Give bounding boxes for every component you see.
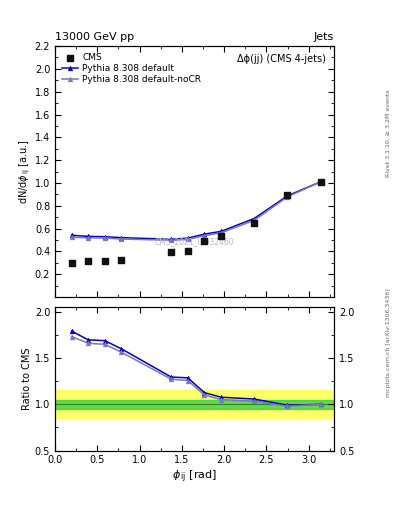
CMS — [185, 247, 191, 255]
Pythia 8.308 default-noCR — [69, 234, 74, 241]
Pythia 8.308 default — [169, 236, 174, 242]
Pythia 8.308 default-noCR — [202, 232, 207, 239]
Text: Jets: Jets — [314, 32, 334, 42]
Text: mcplots.cern.ch [arXiv:1306.3436]: mcplots.cern.ch [arXiv:1306.3436] — [386, 289, 391, 397]
Text: CMS_2021_I1932460: CMS_2021_I1932460 — [155, 237, 234, 246]
Pythia 8.308 default-noCR — [285, 194, 290, 200]
CMS — [251, 219, 257, 227]
Pythia 8.308 default — [252, 216, 257, 222]
CMS — [168, 248, 174, 257]
CMS — [85, 257, 92, 265]
Text: Δϕ(jj) (CMS 4-jets): Δϕ(jj) (CMS 4-jets) — [237, 54, 326, 63]
Pythia 8.308 default-noCR — [169, 237, 174, 243]
CMS — [318, 178, 324, 186]
Pythia 8.308 default-noCR — [119, 236, 124, 242]
Text: 13000 GeV pp: 13000 GeV pp — [55, 32, 134, 42]
Pythia 8.308 default-noCR — [185, 237, 190, 243]
CMS — [68, 259, 75, 267]
Bar — [55, 400, 334, 409]
Line: Pythia 8.308 default: Pythia 8.308 default — [69, 179, 323, 242]
Pythia 8.308 default-noCR — [252, 217, 257, 223]
Pythia 8.308 default — [69, 232, 74, 239]
Pythia 8.308 default — [318, 179, 323, 185]
Pythia 8.308 default — [202, 231, 207, 237]
CMS — [218, 232, 224, 240]
Pythia 8.308 default-noCR — [86, 234, 91, 241]
Pythia 8.308 default-noCR — [219, 230, 223, 236]
Pythia 8.308 default — [219, 228, 223, 234]
Legend: CMS, Pythia 8.308 default, Pythia 8.308 default-noCR: CMS, Pythia 8.308 default, Pythia 8.308 … — [59, 51, 204, 87]
CMS — [284, 190, 290, 199]
Pythia 8.308 default-noCR — [318, 179, 323, 185]
Pythia 8.308 default-noCR — [103, 235, 107, 241]
Line: Pythia 8.308 default-noCR: Pythia 8.308 default-noCR — [69, 179, 323, 243]
Pythia 8.308 default — [185, 235, 190, 241]
CMS — [118, 256, 125, 264]
X-axis label: $\phi_{\rm\,ij}$ [rad]: $\phi_{\rm\,ij}$ [rad] — [172, 468, 217, 484]
Pythia 8.308 default — [103, 233, 107, 240]
Pythia 8.308 default — [86, 233, 91, 240]
Text: Rivet 3.1.10, ≥ 3.2M events: Rivet 3.1.10, ≥ 3.2M events — [386, 89, 391, 177]
Y-axis label: Ratio to CMS: Ratio to CMS — [22, 348, 32, 410]
CMS — [201, 237, 208, 245]
Pythia 8.308 default — [119, 234, 124, 241]
Y-axis label: dN/d$\phi_{\rm\,ij}$ [a.u.]: dN/d$\phi_{\rm\,ij}$ [a.u.] — [17, 139, 32, 204]
Pythia 8.308 default — [285, 193, 290, 199]
CMS — [102, 257, 108, 265]
Bar — [55, 391, 334, 418]
